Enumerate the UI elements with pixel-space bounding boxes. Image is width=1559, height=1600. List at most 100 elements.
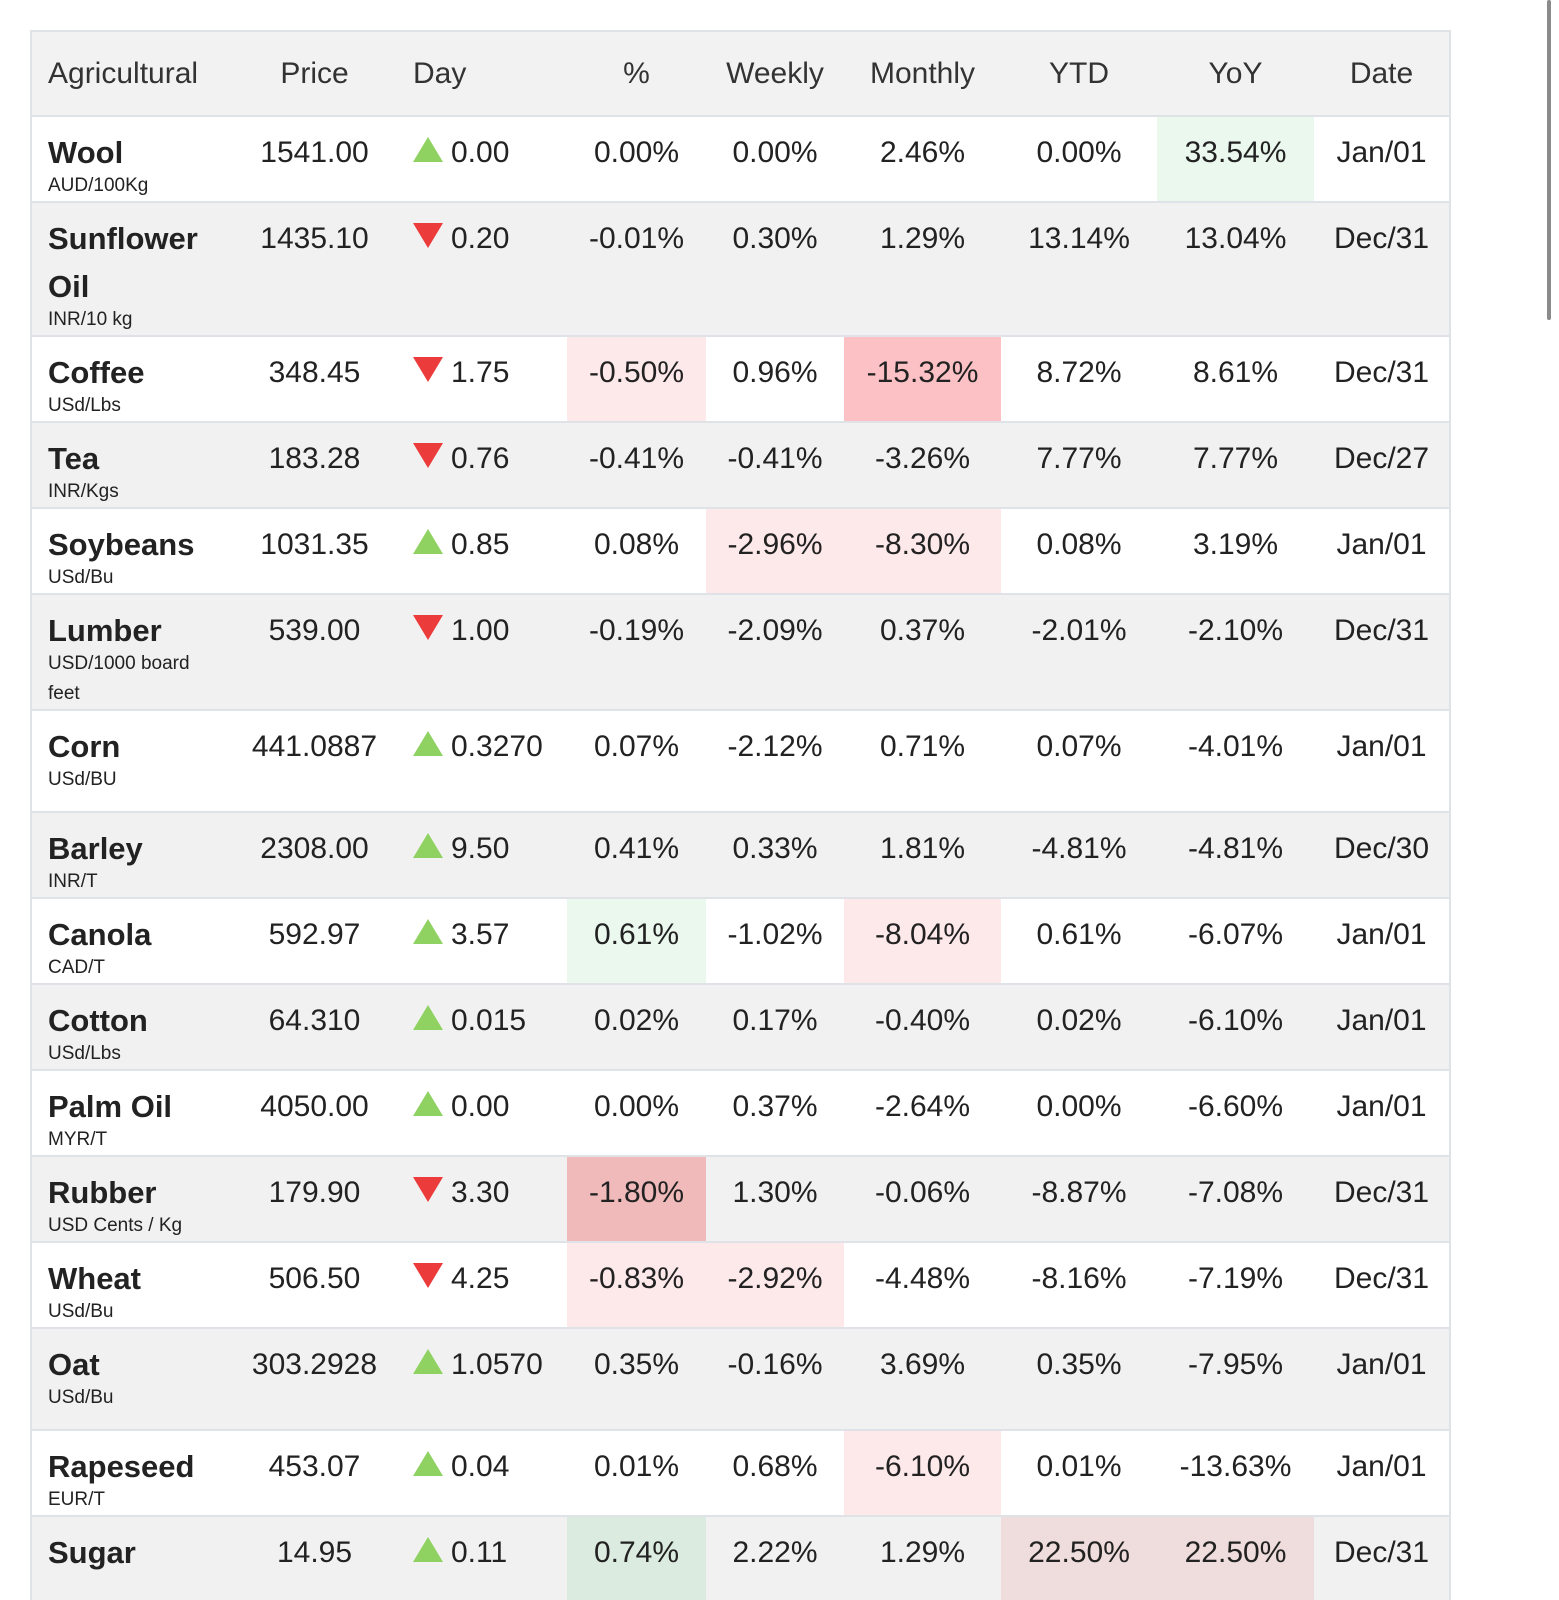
percent-cell: 0.00%: [567, 1069, 706, 1156]
commodity-name-link[interactable]: Sugar: [48, 1535, 136, 1570]
table-row[interactable]: Coffee USd/Lbs 348.45 1.75 -0.50% 0.96% -…: [32, 335, 1449, 422]
table-row[interactable]: Cotton USd/Lbs 64.310 0.015 0.02% 0.17% -…: [32, 983, 1449, 1070]
commodity-name-link[interactable]: Canola: [48, 917, 152, 952]
commodity-name-link[interactable]: Soybeans: [48, 527, 195, 562]
monthly-cell: 2.46%: [844, 115, 1001, 202]
percent-cell: -0.41%: [567, 421, 706, 508]
ytd-cell: -8.87%: [1001, 1155, 1157, 1242]
day-change-value: 0.00: [451, 1090, 510, 1123]
table-row[interactable]: Wool AUD/100Kg 1541.00 0.00 0.00% 0.00% 2…: [32, 115, 1449, 202]
header-price[interactable]: Price: [232, 32, 397, 117]
price-cell: 539.00: [232, 593, 397, 710]
price-cell: 64.310: [232, 983, 397, 1070]
weekly-cell: -2.96%: [706, 507, 844, 594]
table-row[interactable]: Rapeseed EUR/T 453.07 0.04 0.01% 0.68% -6…: [32, 1429, 1449, 1516]
commodity-cell: Sugar: [32, 1515, 232, 1600]
price-cell: 441.0887: [232, 709, 397, 812]
table-row[interactable]: Barley INR/T 2308.00 9.50 0.41% 0.33% 1.8…: [32, 811, 1449, 898]
scrollbar[interactable]: [1547, 0, 1551, 320]
date-cell: Jan/01: [1314, 709, 1449, 812]
commodity-cell: Cotton USd/Lbs: [32, 983, 232, 1070]
yoy-cell: 13.04%: [1157, 201, 1314, 336]
ytd-cell: -4.81%: [1001, 811, 1157, 898]
table-row[interactable]: Rubber USD Cents / Kg 179.90 3.30 -1.80% …: [32, 1155, 1449, 1242]
day-change-cell: 0.015: [397, 983, 567, 1070]
price-cell: 453.07: [232, 1429, 397, 1516]
commodity-name-link[interactable]: Cotton: [48, 1003, 148, 1038]
day-change-cell: 0.00: [397, 115, 567, 202]
ytd-cell: 0.00%: [1001, 1069, 1157, 1156]
commodity-cell: Corn USd/BU: [32, 709, 232, 812]
percent-cell: 0.02%: [567, 983, 706, 1070]
header-percent[interactable]: %: [567, 32, 706, 117]
monthly-cell: -8.30%: [844, 507, 1001, 594]
table-row[interactable]: Lumber USD/1000 board feet 539.00 1.00 -0…: [32, 593, 1449, 710]
commodity-name-link[interactable]: Tea: [48, 441, 100, 476]
day-change-value: 0.11: [451, 1536, 508, 1569]
price-cell: 348.45: [232, 335, 397, 422]
ytd-cell: 0.08%: [1001, 507, 1157, 594]
monthly-cell: -0.06%: [844, 1155, 1001, 1242]
header-day[interactable]: Day: [397, 32, 567, 117]
percent-cell: 0.00%: [567, 115, 706, 202]
commodity-name-link[interactable]: Wool: [48, 135, 124, 170]
ytd-cell: 22.50%: [1001, 1515, 1157, 1600]
yoy-cell: -6.07%: [1157, 897, 1314, 984]
price-cell: 14.95: [232, 1515, 397, 1600]
day-change-cell: 0.11: [397, 1515, 567, 1600]
table-row[interactable]: Wheat USd/Bu 506.50 4.25 -0.83% -2.92% -4…: [32, 1241, 1449, 1328]
price-cell: 1541.00: [232, 115, 397, 202]
table-row[interactable]: Palm Oil MYR/T 4050.00 0.00 0.00% 0.37% -…: [32, 1069, 1449, 1156]
commodity-unit: USd/Bu: [48, 1301, 114, 1322]
header-agricultural[interactable]: Agricultural: [32, 32, 232, 117]
commodity-unit: USD Cents / Kg: [48, 1215, 183, 1236]
weekly-cell: -0.16%: [706, 1327, 844, 1430]
percent-cell: 0.01%: [567, 1429, 706, 1516]
table-row[interactable]: Tea INR/Kgs 183.28 0.76 -0.41% -0.41% -3.…: [32, 421, 1449, 508]
yoy-cell: -13.63%: [1157, 1429, 1314, 1516]
commodity-name-link[interactable]: Palm Oil: [48, 1089, 173, 1124]
commodity-name-link[interactable]: Corn: [48, 729, 121, 764]
yoy-cell: 8.61%: [1157, 335, 1314, 422]
table-row[interactable]: Corn USd/BU 441.0887 0.3270 0.07% -2.12% …: [32, 709, 1449, 812]
date-cell: Dec/31: [1314, 201, 1449, 336]
commodity-name-link[interactable]: Lumber: [48, 613, 162, 648]
monthly-cell: 1.29%: [844, 1515, 1001, 1600]
commodity-name-link[interactable]: Rapeseed: [48, 1449, 195, 1484]
commodity-name-link[interactable]: Oat: [48, 1347, 100, 1382]
commodity-name-link[interactable]: Barley: [48, 831, 143, 866]
yoy-cell: 22.50%: [1157, 1515, 1314, 1600]
header-date[interactable]: Date: [1314, 32, 1449, 117]
percent-cell: 0.41%: [567, 811, 706, 898]
commodity-name-link[interactable]: Rubber: [48, 1175, 157, 1210]
monthly-cell: -2.64%: [844, 1069, 1001, 1156]
commodity-cell: Barley INR/T: [32, 811, 232, 898]
table-row[interactable]: Sugar 14.95 0.11 0.74% 2.22% 1.29% 22.50…: [32, 1515, 1449, 1600]
table-row[interactable]: Oat USd/Bu 303.2928 1.0570 0.35% -0.16% 3…: [32, 1327, 1449, 1430]
commodity-name-link[interactable]: Coffee: [48, 355, 145, 390]
ytd-cell: 0.02%: [1001, 983, 1157, 1070]
weekly-cell: 0.68%: [706, 1429, 844, 1516]
table-row[interactable]: Canola CAD/T 592.97 3.57 0.61% -1.02% -8.…: [32, 897, 1449, 984]
weekly-cell: 2.22%: [706, 1515, 844, 1600]
weekly-cell: -1.02%: [706, 897, 844, 984]
yoy-cell: -6.10%: [1157, 983, 1314, 1070]
commodity-name-link[interactable]: Wheat: [48, 1261, 141, 1296]
weekly-cell: 0.96%: [706, 335, 844, 422]
header-ytd[interactable]: YTD: [1001, 32, 1157, 117]
table-row[interactable]: Sunflower Oil INR/10 kg 1435.10 0.20 -0.0…: [32, 201, 1449, 336]
table-row[interactable]: Soybeans USd/Bu 1031.35 0.85 0.08% -2.96%…: [32, 507, 1449, 594]
header-weekly[interactable]: Weekly: [706, 32, 844, 117]
day-change-value: 1.0570: [451, 1348, 543, 1381]
commodity-unit: INR/T: [48, 871, 98, 892]
day-change-cell: 4.25: [397, 1241, 567, 1328]
commodity-name-link[interactable]: Sunflower Oil: [48, 221, 198, 304]
up-arrow-icon: [413, 833, 443, 858]
commodity-unit: USD/1000 board feet: [48, 653, 190, 704]
up-arrow-icon: [413, 919, 443, 944]
day-change-cell: 9.50: [397, 811, 567, 898]
header-yoy[interactable]: YoY: [1157, 32, 1314, 117]
day-change-value: 4.25: [451, 1262, 510, 1295]
header-monthly[interactable]: Monthly: [844, 32, 1001, 117]
down-arrow-icon: [413, 1177, 443, 1202]
